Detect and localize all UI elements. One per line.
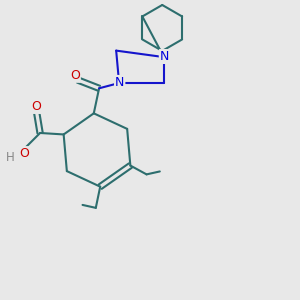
Text: N: N [160,50,169,63]
Text: H: H [6,151,14,164]
Text: O: O [32,100,41,113]
Text: N: N [115,76,124,89]
Text: O: O [70,69,80,82]
Text: O: O [19,147,29,160]
